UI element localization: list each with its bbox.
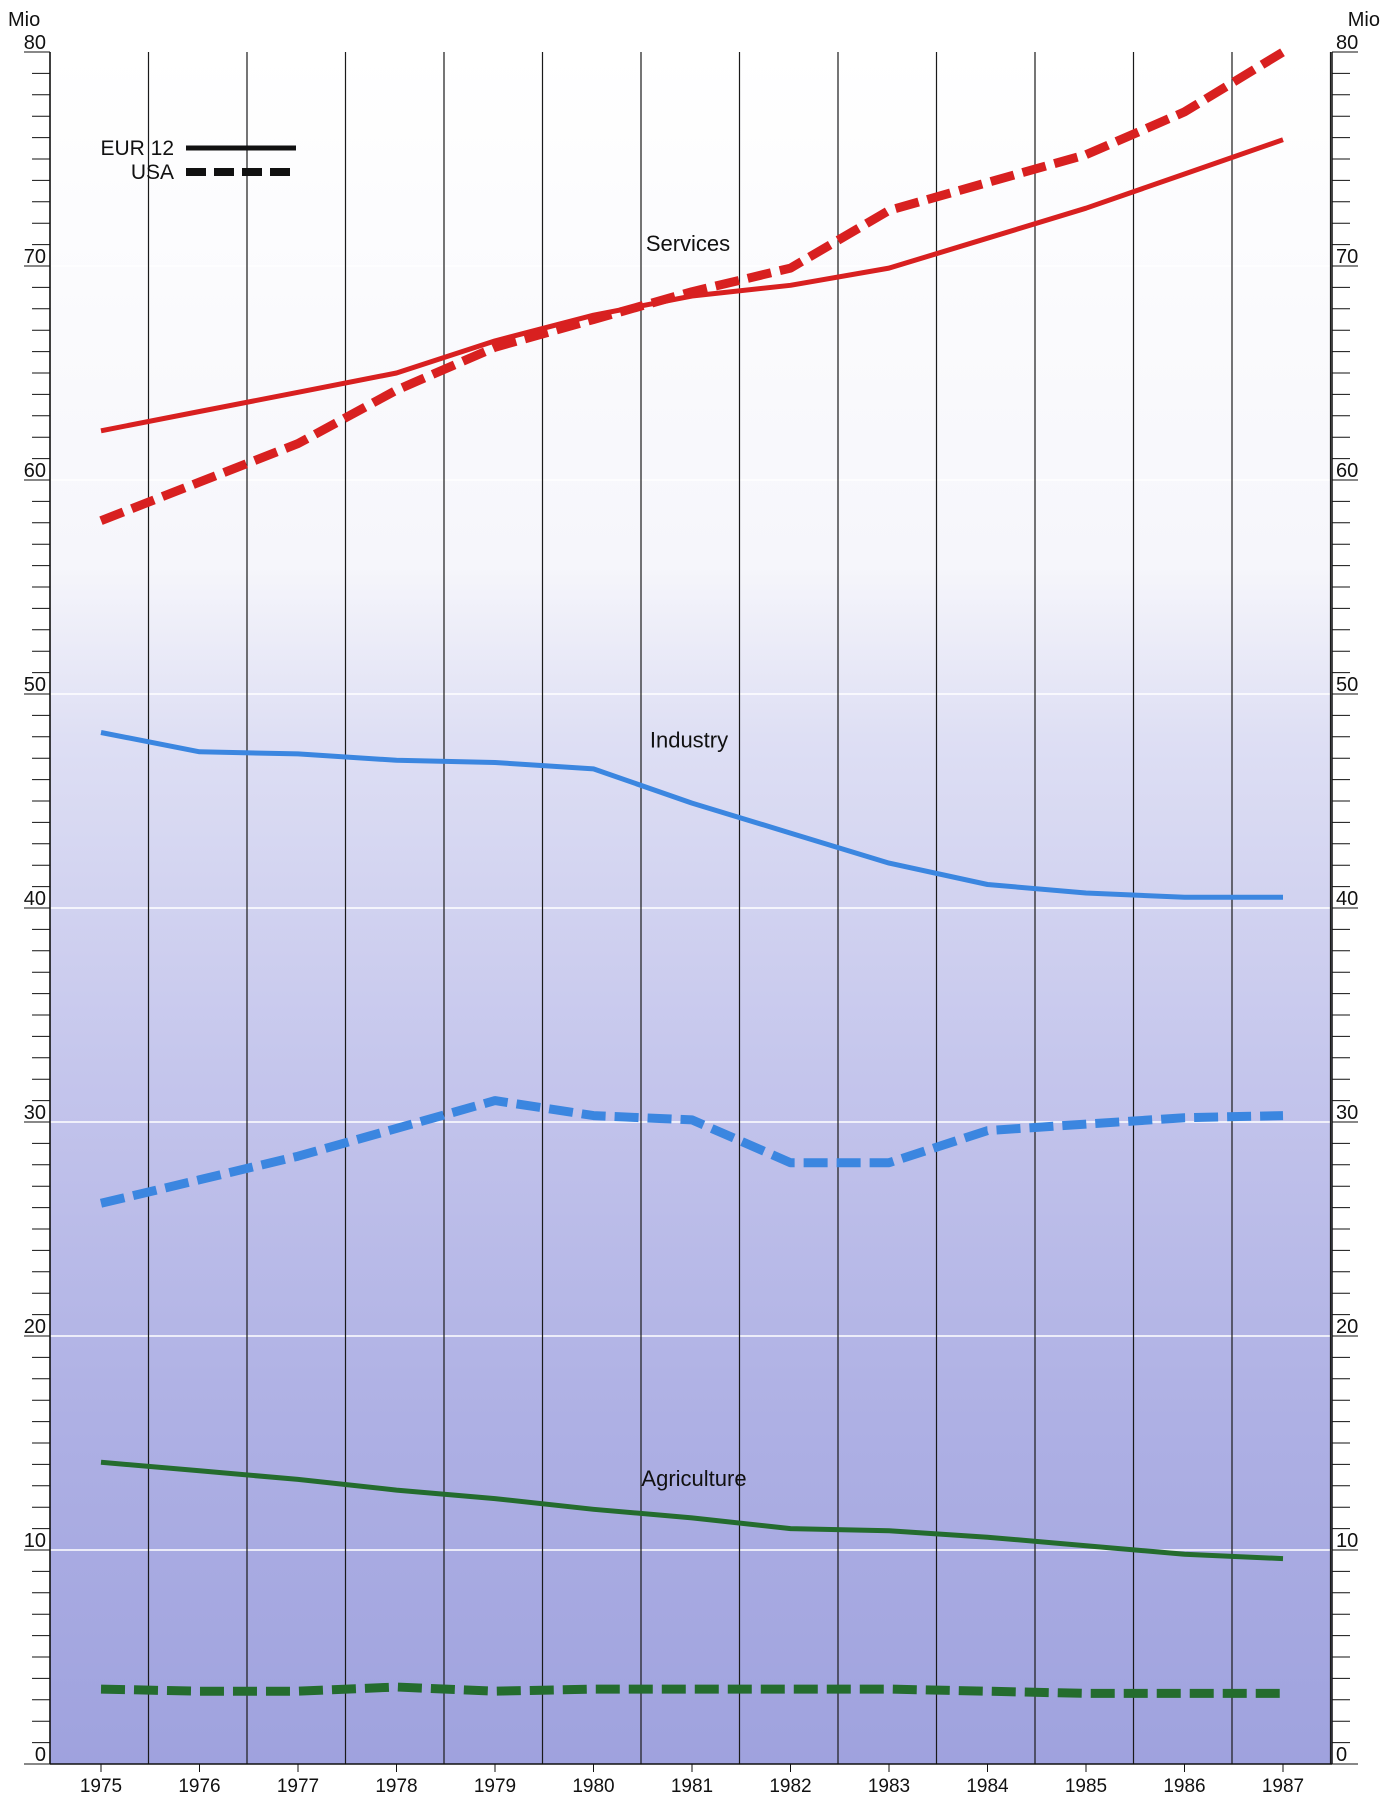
y-tick-label-right: 80: [1336, 32, 1358, 54]
y-tick-label-right: 60: [1336, 460, 1358, 482]
x-tick-label: 1979: [474, 1776, 516, 1797]
y-tick-label-left: 60: [24, 460, 46, 482]
x-tick-label: 1984: [966, 1776, 1009, 1797]
x-tick-label: 1987: [1262, 1776, 1304, 1797]
y-unit-label-right: Mio: [1348, 9, 1380, 31]
y-tick-label-right: 0: [1336, 1744, 1347, 1766]
x-tick-label: 1982: [769, 1776, 811, 1797]
y-tick-label-right: 70: [1336, 246, 1358, 268]
y-unit-label-left: Mio: [8, 9, 40, 31]
y-tick-label-left: 30: [24, 1102, 46, 1124]
legend-label: USA: [131, 161, 174, 184]
x-tick-label: 1977: [277, 1776, 319, 1797]
series-industry-eur-12: [100, 730, 1283, 900]
legend-label: EUR 12: [100, 137, 174, 160]
annotation-agriculture: Agriculture: [641, 1466, 746, 1491]
y-tick-label-right: 40: [1336, 888, 1358, 910]
annotation-industry: Industry: [650, 728, 728, 753]
y-tick-label-left: 10: [24, 1530, 46, 1552]
y-tick-label-left: 70: [24, 246, 46, 268]
y-tick-label-left: 0: [35, 1744, 46, 1766]
x-tick-label: 1978: [375, 1776, 417, 1797]
x-tick-label: 1976: [178, 1776, 220, 1797]
y-tick-label-left: 40: [24, 888, 46, 910]
x-tick-label: 1980: [572, 1776, 614, 1797]
x-tick-label: 1985: [1065, 1776, 1107, 1797]
x-tick-label: 1983: [868, 1776, 910, 1797]
series-agriculture-eur-12: [100, 1459, 1284, 1562]
x-tick-label: 1975: [80, 1776, 122, 1797]
annotation-services: Services: [646, 231, 730, 256]
y-tick-label-right: 50: [1336, 674, 1358, 696]
x-tick-label: 1986: [1163, 1776, 1205, 1797]
y-tick-label-right: 30: [1336, 1102, 1358, 1124]
y-tick-label-left: 20: [24, 1316, 46, 1338]
y-tick-label-right: 20: [1336, 1316, 1358, 1338]
y-tick-label-left: 50: [24, 674, 46, 696]
y-tick-label-left: 80: [24, 32, 46, 54]
y-tick-label-right: 10: [1336, 1530, 1358, 1552]
x-tick-label: 1981: [671, 1776, 713, 1797]
series-services-usa: [99, 48, 1286, 525]
series-industry-usa: [99, 1096, 1284, 1208]
